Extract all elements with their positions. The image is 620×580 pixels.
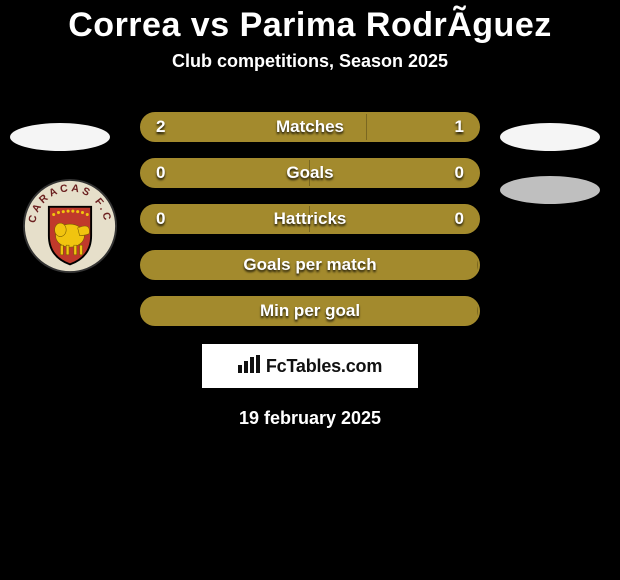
stat-value-left: 0 xyxy=(156,163,165,183)
stat-row: Min per goal xyxy=(140,296,480,326)
stat-label: Matches xyxy=(276,117,344,137)
stat-row: Matches 2 1 xyxy=(140,112,480,142)
stat-label: Min per goal xyxy=(260,301,360,321)
stat-fill-left xyxy=(142,160,310,186)
stat-value-right: 1 xyxy=(455,117,464,137)
stat-value-left: 0 xyxy=(156,209,165,229)
club-badge-caracas: CARACAS F.C xyxy=(22,178,118,274)
player-left-oval xyxy=(10,123,110,151)
stat-value-right: 0 xyxy=(455,209,464,229)
stat-value-left: 2 xyxy=(156,117,165,137)
stat-label: Goals per match xyxy=(243,255,376,275)
subtitle: Club competitions, Season 2025 xyxy=(0,51,620,72)
stat-fill-right xyxy=(310,160,478,186)
stat-label: Hattricks xyxy=(274,209,347,229)
footer-date: 19 february 2025 xyxy=(0,408,620,429)
stat-value-right: 0 xyxy=(455,163,464,183)
brand-box[interactable]: FcTables.com xyxy=(202,344,418,388)
stat-row: Goals 0 0 xyxy=(140,158,480,188)
bars-icon xyxy=(238,355,260,378)
stat-row: Goals per match xyxy=(140,250,480,280)
brand-text: FcTables.com xyxy=(266,356,382,377)
player-right-oval-2 xyxy=(500,176,600,204)
stat-row: Hattricks 0 0 xyxy=(140,204,480,234)
stat-label: Goals xyxy=(286,163,333,183)
player-right-oval xyxy=(500,123,600,151)
page-title: Correa vs Parima RodrÃ­guez xyxy=(0,6,620,45)
